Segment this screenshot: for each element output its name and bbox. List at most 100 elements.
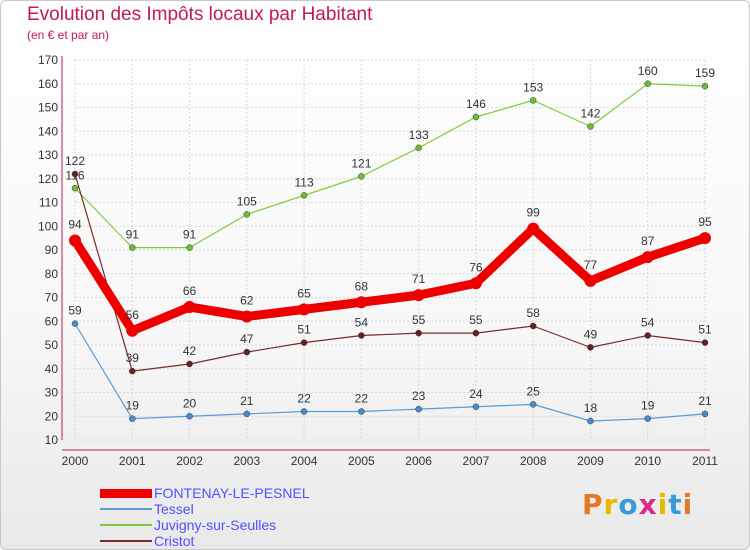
legend-item: Tessel bbox=[100, 501, 194, 517]
x-tick-label: 2004 bbox=[291, 454, 318, 468]
y-tick-label: 40 bbox=[45, 362, 59, 376]
x-tick-label: 2008 bbox=[520, 454, 547, 468]
data-point bbox=[71, 320, 79, 327]
data-point bbox=[243, 348, 251, 356]
x-tick-label: 2001 bbox=[119, 454, 146, 468]
data-point bbox=[129, 415, 136, 422]
data-point bbox=[300, 192, 308, 199]
y-tick-label: 10 bbox=[45, 433, 59, 447]
data-point bbox=[186, 244, 193, 251]
data-label: 65 bbox=[297, 286, 311, 300]
data-label: 77 bbox=[584, 258, 598, 272]
data-point bbox=[527, 222, 540, 235]
data-label: 25 bbox=[527, 384, 541, 398]
legend-swatch bbox=[100, 524, 152, 526]
data-label: 76 bbox=[469, 260, 483, 274]
logo-letter: o bbox=[618, 488, 639, 521]
legend-item: FONTENAY-LE-PESNEL bbox=[100, 485, 310, 501]
data-point bbox=[644, 80, 651, 87]
data-point bbox=[644, 415, 651, 422]
data-label: 68 bbox=[355, 279, 369, 293]
data-point bbox=[415, 329, 422, 337]
x-tick-label: 2007 bbox=[463, 454, 490, 468]
data-point bbox=[298, 303, 311, 316]
data-label: 19 bbox=[126, 399, 140, 413]
data-point bbox=[415, 144, 422, 152]
data-point bbox=[587, 123, 594, 130]
data-label: 39 bbox=[126, 351, 140, 365]
data-label: 49 bbox=[584, 327, 598, 341]
data-point bbox=[243, 410, 251, 418]
data-label: 146 bbox=[466, 97, 486, 111]
data-label: 94 bbox=[68, 218, 82, 232]
data-label: 21 bbox=[240, 394, 254, 408]
legend-label: Cristot bbox=[154, 533, 195, 549]
logo-letter: P bbox=[582, 488, 604, 521]
x-tick-label: 2011 bbox=[692, 454, 718, 468]
legend-swatch bbox=[100, 508, 152, 510]
data-point bbox=[129, 244, 136, 251]
legend-label: Juvigny-sur-Seulles bbox=[154, 517, 277, 533]
data-label: 121 bbox=[351, 156, 371, 170]
legend-swatch bbox=[100, 540, 152, 542]
data-label: 21 bbox=[698, 394, 712, 408]
logo-letter: r bbox=[603, 488, 619, 521]
data-point bbox=[701, 410, 709, 418]
data-point bbox=[71, 185, 79, 192]
legend-swatch bbox=[100, 488, 152, 498]
y-tick-label: 70 bbox=[45, 291, 59, 305]
data-label: 95 bbox=[698, 215, 712, 229]
data-point bbox=[358, 408, 365, 415]
data-point bbox=[300, 339, 308, 346]
legend-label: FONTENAY-LE-PESNEL bbox=[154, 485, 310, 501]
data-label: 51 bbox=[698, 323, 712, 337]
x-tick-label: 2009 bbox=[577, 454, 604, 468]
data-point bbox=[587, 417, 594, 425]
x-tick-label: 2010 bbox=[634, 454, 661, 468]
data-label: 99 bbox=[527, 206, 541, 220]
data-label: 55 bbox=[469, 313, 483, 327]
data-label: 58 bbox=[527, 306, 541, 320]
data-label: 71 bbox=[412, 272, 426, 286]
series-line bbox=[74, 323, 706, 422]
y-tick-label: 90 bbox=[45, 243, 59, 257]
data-point bbox=[240, 310, 253, 323]
data-point bbox=[358, 173, 365, 180]
y-tick-label: 80 bbox=[45, 267, 59, 281]
data-label: 160 bbox=[638, 64, 658, 78]
logo-letter: i bbox=[657, 488, 669, 521]
data-label: 133 bbox=[409, 128, 429, 142]
y-tick-label: 100 bbox=[38, 219, 58, 233]
data-point bbox=[529, 322, 537, 330]
data-point bbox=[584, 274, 597, 287]
data-point bbox=[186, 360, 193, 368]
data-point bbox=[644, 332, 651, 339]
data-point bbox=[701, 82, 709, 90]
y-tick-label: 130 bbox=[38, 148, 58, 162]
data-label: 55 bbox=[412, 313, 426, 327]
data-label: 159 bbox=[695, 66, 715, 80]
data-label: 18 bbox=[584, 401, 598, 415]
data-label: 62 bbox=[240, 294, 254, 308]
data-label: 20 bbox=[183, 396, 197, 410]
logo-letter: x bbox=[638, 488, 658, 521]
logo-letter: i bbox=[682, 488, 694, 521]
y-tick-label: 170 bbox=[38, 53, 58, 67]
data-point bbox=[355, 296, 368, 309]
y-tick-label: 60 bbox=[45, 314, 59, 328]
data-label: 153 bbox=[523, 80, 543, 94]
y-tick-label: 50 bbox=[45, 338, 59, 352]
y-tick-label: 150 bbox=[38, 101, 58, 115]
x-tick-label: 2000 bbox=[62, 454, 89, 468]
x-tick-label: 2003 bbox=[233, 454, 260, 468]
data-label: 24 bbox=[469, 387, 483, 401]
logo-letter: t bbox=[668, 488, 683, 521]
y-tick-label: 140 bbox=[38, 124, 58, 138]
x-tick-label: 2006 bbox=[405, 454, 432, 468]
y-tick-label: 30 bbox=[45, 386, 59, 400]
data-label: 47 bbox=[240, 332, 254, 346]
series-line bbox=[74, 83, 706, 249]
data-label: 113 bbox=[295, 175, 314, 189]
data-label: 51 bbox=[297, 323, 311, 337]
